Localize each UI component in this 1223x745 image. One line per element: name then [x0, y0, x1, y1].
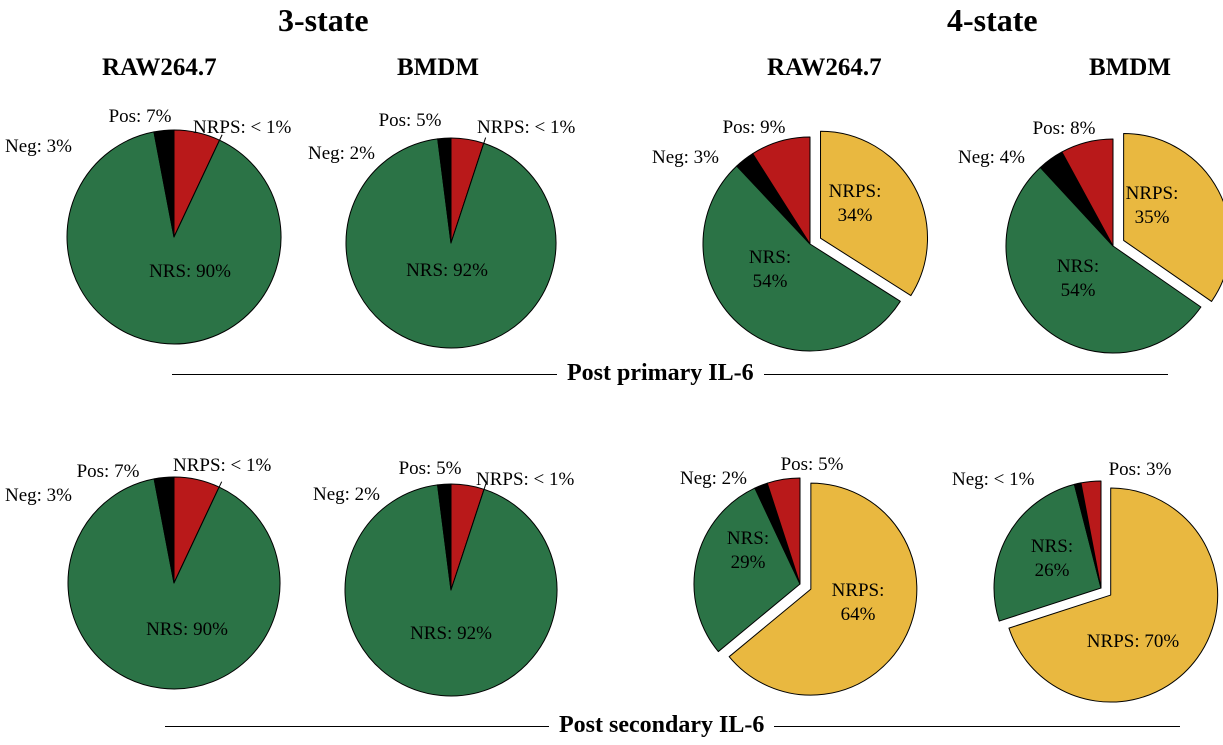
heading-3-state: 3-state	[278, 2, 369, 38]
pie-label-neg: Neg: 2%	[308, 143, 375, 164]
pie-label-nrs: NRS: 90%	[149, 261, 231, 282]
pie-label-neg: Neg: < 1%	[952, 469, 1035, 490]
pie-label-neg: Neg: 3%	[652, 147, 719, 168]
pie-label-nrps: NRPS: 64%	[832, 580, 885, 625]
column-label-raw-4state: RAW264.7	[767, 54, 882, 81]
column-label-raw-3state: RAW264.7	[102, 54, 217, 81]
pie-3state-bmdm-secondary: Pos: 5% NRPS: < 1% NRS: 92% Neg: 2%	[313, 458, 575, 697]
pie-slice-nrs	[1005, 166, 1202, 354]
column-label-bmdm-4state: BMDM	[1089, 54, 1171, 81]
pie-label-nrs: NRS: 29%	[727, 528, 769, 573]
pie-slice-nrps	[1123, 132, 1223, 302]
pie-label-pos: Pos: 5%	[781, 454, 844, 475]
heading-4-state: 4-state	[947, 2, 1038, 38]
pie-label-nrps: NRPS: < 1%	[477, 117, 576, 138]
pie-slice-nrps	[1008, 487, 1219, 703]
pie-label-nrps: NRPS: 35%	[1126, 183, 1179, 228]
pie-label-nrs: NRS: 54%	[1057, 256, 1099, 301]
pie-label-pos: Pos: 9%	[723, 117, 786, 138]
pie-label-pos: Pos: 7%	[77, 461, 140, 482]
pie-label-neg: Neg: 3%	[5, 485, 72, 506]
pie-label-nrps: NRPS: 70%	[1087, 631, 1180, 652]
pie-label-nrs: NRS: 90%	[146, 619, 228, 640]
pie-slice-nrs	[66, 131, 282, 345]
pie-3state-bmdm-primary: Pos: 5% NRPS: < 1% NRS: 92% Neg: 2%	[308, 110, 576, 349]
column-label-bmdm-3state: BMDM	[397, 54, 479, 81]
pie-label-nrps: NRPS: 34%	[829, 181, 882, 226]
pie-label-pos: Pos: 5%	[399, 458, 462, 479]
pie-4state-bmdm-secondary: NRPS: 70% NRS: 26% Neg: < 1% Pos: 3%	[952, 459, 1219, 703]
pie-3state-raw-secondary: Pos: 7% NRPS: < 1% NRS: 90% Neg: 3%	[5, 455, 281, 690]
section-label-primary: Post primary IL-6	[557, 360, 764, 387]
pie-label-nrs: NRS: 26%	[1031, 536, 1073, 581]
pie-label-neg: Neg: 2%	[680, 468, 747, 489]
pie-label-nrps: NRPS: < 1%	[173, 455, 272, 476]
pie-slice-nrps	[728, 482, 918, 696]
pie-label-neg: Neg: 4%	[958, 147, 1025, 168]
pie-label-neg: Neg: 3%	[5, 136, 72, 157]
pie-slice-nrps	[820, 130, 929, 297]
pie-label-nrps: NRPS: < 1%	[193, 117, 292, 138]
pie-label-neg: Neg: 2%	[313, 484, 380, 505]
pie-slice-pos	[752, 136, 811, 245]
pie-slice-neg	[437, 483, 452, 591]
pie-slice-neg	[153, 476, 175, 584]
section-label-secondary: Post secondary IL-6	[549, 712, 775, 739]
pie-slice-neg	[153, 129, 175, 238]
pie-label-pos: Pos: 5%	[379, 110, 442, 131]
pie-label-pos: Pos: 7%	[109, 106, 172, 127]
pie-slice-pos	[1080, 480, 1102, 589]
pie-4state-raw-primary: NRPS: 34% NRS: 54% Neg: 3%Pos: 9%	[652, 117, 929, 352]
pie-slice-nrs	[993, 483, 1102, 622]
pie-slice-pos	[766, 477, 801, 585]
pie-4state-raw-secondary: NRPS: 64% NRS: 29% Neg: 2% Pos: 5%	[680, 454, 918, 696]
pie-label-nrs: NRS: 54%	[749, 247, 791, 292]
pie-label-pos: Pos: 8%	[1033, 118, 1096, 139]
pie-slice-pos	[1061, 138, 1114, 247]
pie-4state-bmdm-primary: NRPS: 35% NRS: 54% Neg: 4% Pos: 8%	[958, 118, 1223, 354]
pie-slice-nrs	[67, 478, 281, 690]
pie-label-nrs: NRS: 92%	[406, 260, 488, 281]
pie-slice-neg	[437, 137, 452, 244]
pie-slice-nrs	[702, 165, 901, 352]
pie-label-pos: Pos: 3%	[1109, 459, 1172, 480]
pie-label-nrs: NRS: 92%	[410, 623, 492, 644]
pie-3state-raw-primary: Pos: 7% NRPS: < 1% NRS: 90% Neg: 3%	[5, 106, 292, 345]
pie-label-nrps: NRPS: < 1%	[476, 469, 575, 490]
pie-slice-nrs	[693, 487, 801, 653]
